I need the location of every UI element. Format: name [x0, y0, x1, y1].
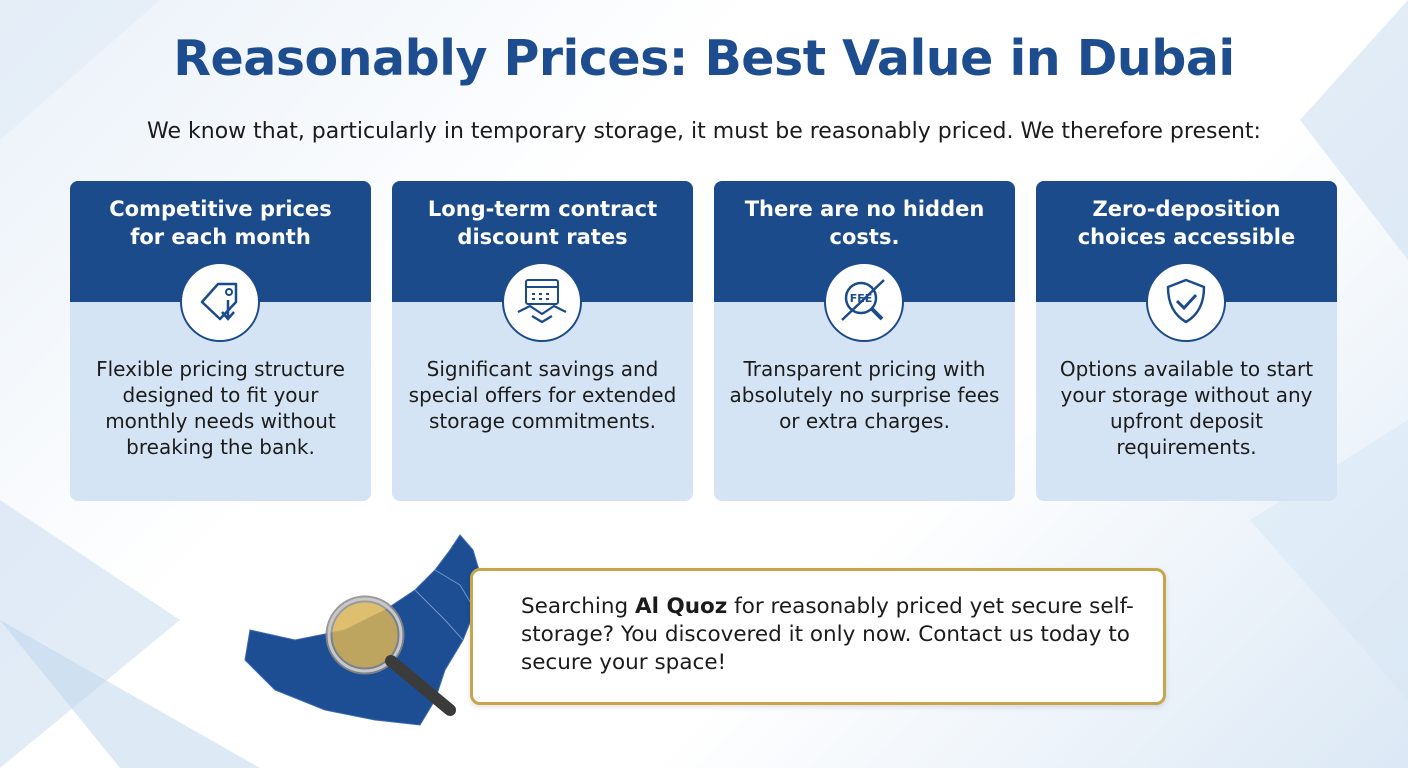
card: Long-term contract discount rates Signif…	[392, 181, 693, 501]
card-title: Competitive prices for each month	[109, 197, 332, 249]
callout: Searching Al Quoz for reasonably priced …	[470, 568, 1166, 705]
card: Competitive prices for each month Flexib…	[70, 181, 371, 501]
title: Reasonably Prices: Best Value in Dubai	[173, 30, 1235, 87]
card-body: Significant savings and special offers f…	[408, 357, 677, 433]
callout-text-part: for reasonably priced yet secure self-st…	[521, 594, 1134, 675]
card-title: Long-term contract discount rates	[427, 197, 658, 249]
shield-icon	[1146, 262, 1226, 342]
card-body: Transparent pricing with absolutely no s…	[729, 357, 1000, 433]
callout-text-part: Searching	[521, 594, 635, 619]
subtitle: We know that, particularly in temporary …	[147, 119, 1261, 144]
card-title: There are no hidden costs.	[744, 197, 985, 249]
card-body: Options available to start your storage …	[1059, 357, 1314, 459]
price-tag-icon	[180, 262, 260, 342]
card-body: Flexible pricing structure designed to f…	[96, 357, 345, 459]
callout-text: Searching Al Quoz for reasonably priced …	[521, 593, 1151, 677]
card: There are no hidden costs. FEE Transpare…	[714, 181, 1015, 501]
calendar-handshake-icon	[502, 262, 582, 342]
card-title: Zero-deposition choices accessible	[1077, 197, 1296, 249]
card: Zero-deposition choices accessible Optio…	[1036, 181, 1337, 501]
no-fee-icon: FEE	[824, 262, 904, 342]
callout-location: Al Quoz	[634, 594, 728, 619]
uae-map	[244, 534, 486, 726]
